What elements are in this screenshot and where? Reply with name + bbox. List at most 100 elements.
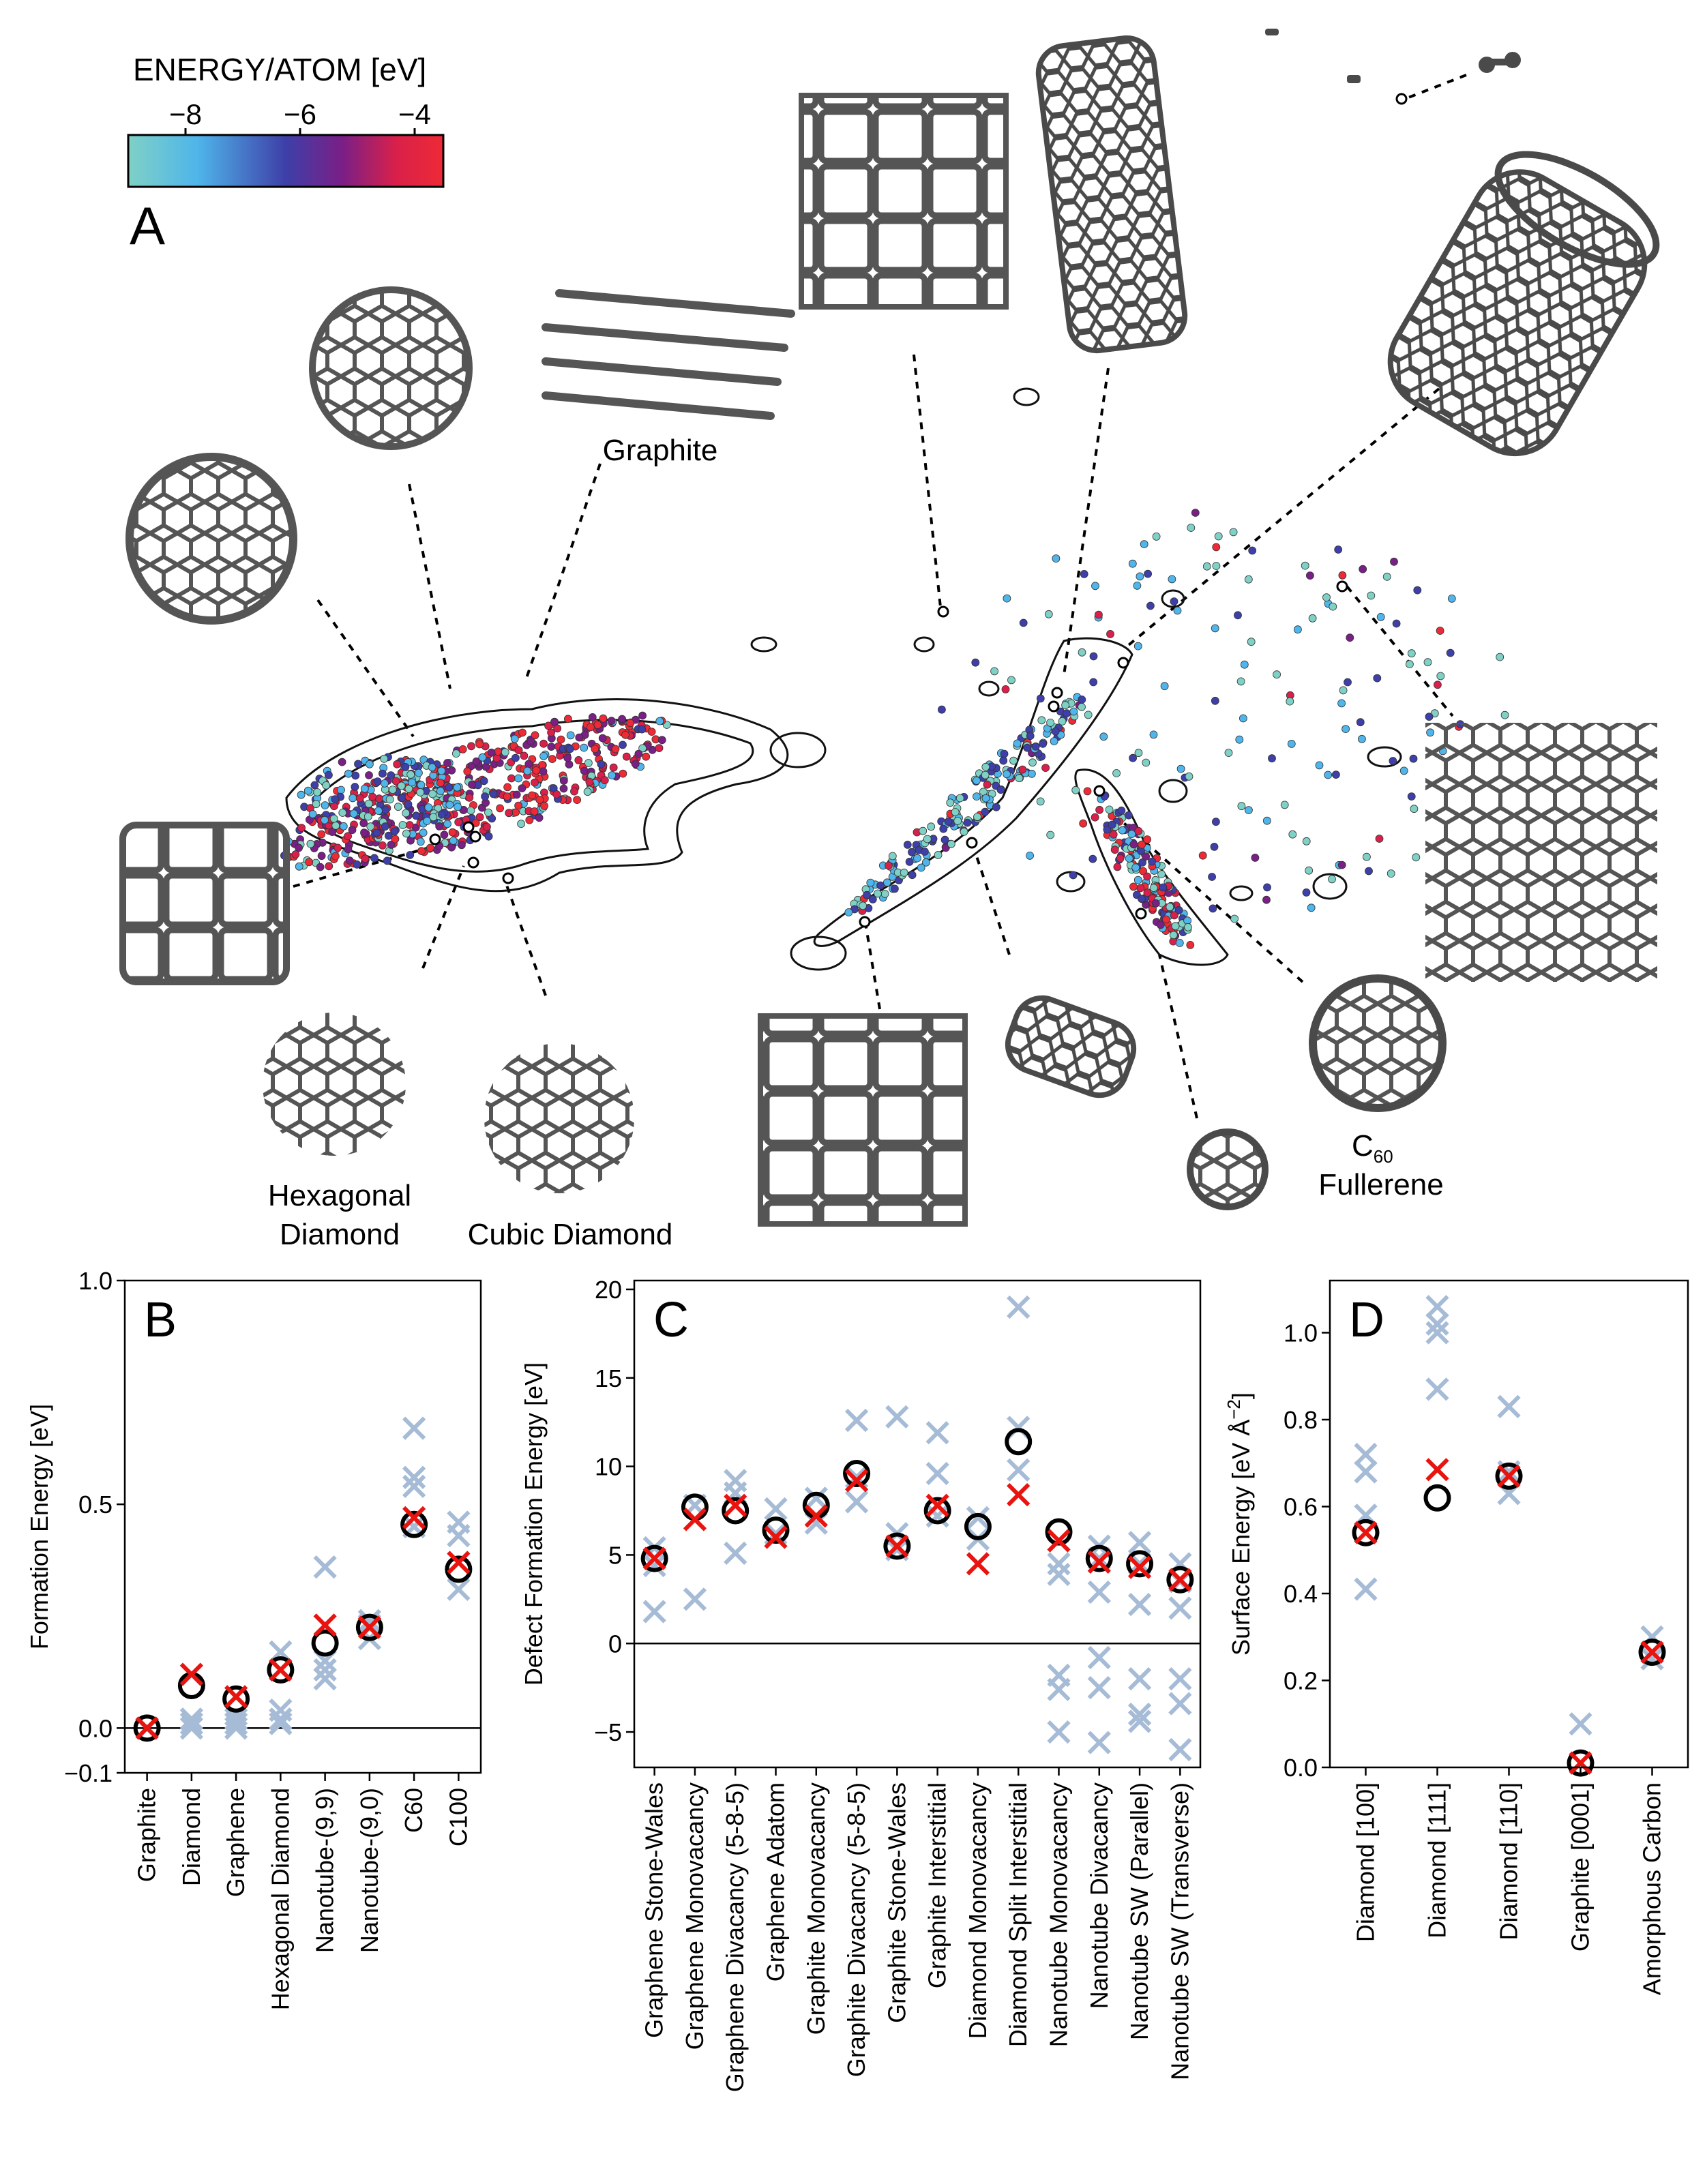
- map-point: [981, 771, 990, 779]
- leader-line: [421, 865, 465, 969]
- map-point: [507, 774, 516, 783]
- map-point: [448, 828, 457, 837]
- leader-line: [865, 927, 881, 1010]
- map-point: [381, 822, 389, 831]
- panel-c-chart: −5 0 5 10 15 20 Graphene Stone-Wales Graphene M…: [520, 1276, 1202, 2092]
- map-point: [1152, 533, 1161, 541]
- map-point: [1083, 787, 1092, 796]
- map-point: [354, 760, 362, 768]
- map-point: [1212, 543, 1221, 552]
- axes-frame: [1329, 1279, 1689, 1769]
- map-point: [520, 751, 529, 760]
- map-point: [496, 804, 504, 813]
- model-point: [724, 1493, 747, 1517]
- hexagonal-framework-structure-icon: [1425, 723, 1657, 982]
- map-point: [1138, 840, 1146, 849]
- map-point: [1001, 685, 1010, 693]
- map-point: [1112, 769, 1121, 777]
- structure-marker: [1135, 908, 1147, 920]
- x-tick-label: Graphene Adatom: [762, 1782, 790, 1981]
- y-tick-label: −0.1: [64, 1759, 113, 1787]
- map-point: [1117, 806, 1126, 815]
- map-point: [1224, 749, 1233, 757]
- map-point: [1202, 562, 1211, 571]
- map-point: [436, 787, 445, 795]
- map-point: [1307, 903, 1316, 912]
- fullerene-label-c: C60: [1352, 1129, 1393, 1167]
- map-point: [1116, 854, 1125, 863]
- map-point: [531, 731, 539, 740]
- other-model-point: [447, 1577, 471, 1602]
- other-model-point: [1168, 1737, 1192, 1762]
- map-point: [1412, 853, 1421, 862]
- x-tick-label: C60: [400, 1788, 428, 1833]
- map-point: [1338, 571, 1347, 580]
- map-point: [539, 767, 548, 776]
- model-point: [642, 1546, 666, 1570]
- x-tick-label: Nanotube Divacancy: [1085, 1782, 1113, 2009]
- map-point: [1089, 652, 1098, 661]
- map-point: [1433, 680, 1442, 689]
- map-point: [468, 780, 476, 789]
- map-point: [364, 799, 373, 808]
- map-point: [374, 807, 383, 815]
- map-point: [1174, 906, 1183, 914]
- map-point: [349, 809, 358, 818]
- other-model-point: [313, 1658, 337, 1682]
- map-point: [375, 794, 383, 803]
- map-point: [874, 889, 882, 898]
- map-point: [1308, 614, 1317, 623]
- map-point: [528, 791, 536, 800]
- contour: [750, 636, 777, 653]
- map-point: [1240, 660, 1249, 669]
- map-point: [946, 798, 955, 807]
- structure-marker: [467, 856, 479, 869]
- map-point: [585, 777, 594, 786]
- map-point: [398, 794, 406, 803]
- map-point: [1003, 770, 1011, 779]
- map-point: [609, 763, 618, 772]
- contour: [769, 732, 827, 768]
- map-point: [1324, 771, 1333, 779]
- model-point: [764, 1525, 788, 1549]
- contour: [285, 698, 789, 893]
- map-point: [1131, 863, 1140, 872]
- map-point: [996, 786, 1005, 794]
- map-point: [1019, 618, 1028, 627]
- other-model-point: [269, 1707, 293, 1731]
- model-point: [135, 1716, 159, 1740]
- map-point: [331, 822, 340, 830]
- map-point: [406, 851, 415, 859]
- map-point: [1133, 582, 1142, 590]
- contour: [790, 936, 847, 971]
- map-point: [445, 783, 454, 792]
- model-point: [1007, 1483, 1031, 1507]
- map-point: [404, 800, 413, 809]
- other-model-point: [224, 1711, 248, 1735]
- map-point: [868, 895, 877, 903]
- map-point: [1046, 831, 1055, 839]
- map-point: [905, 858, 914, 866]
- map-point: [1036, 694, 1045, 703]
- map-point: [488, 814, 496, 823]
- other-model-point: [642, 1600, 666, 1624]
- map-point: [548, 755, 557, 763]
- x-tick-label: Graphene: [222, 1788, 250, 1897]
- map-point: [484, 808, 492, 817]
- map-point: [381, 805, 389, 814]
- map-point: [360, 828, 368, 837]
- map-point: [1210, 843, 1219, 851]
- contour: [312, 719, 754, 873]
- map-point: [467, 742, 475, 751]
- map-point: [598, 734, 607, 743]
- other-model-point: [925, 1421, 949, 1445]
- map-point: [423, 817, 432, 825]
- map-point: [900, 868, 908, 877]
- map-point: [406, 771, 415, 779]
- map-point: [1334, 545, 1343, 554]
- map-point: [331, 852, 340, 861]
- reference-point: [222, 1685, 250, 1713]
- map-point: [927, 822, 936, 831]
- map-point: [1211, 696, 1219, 705]
